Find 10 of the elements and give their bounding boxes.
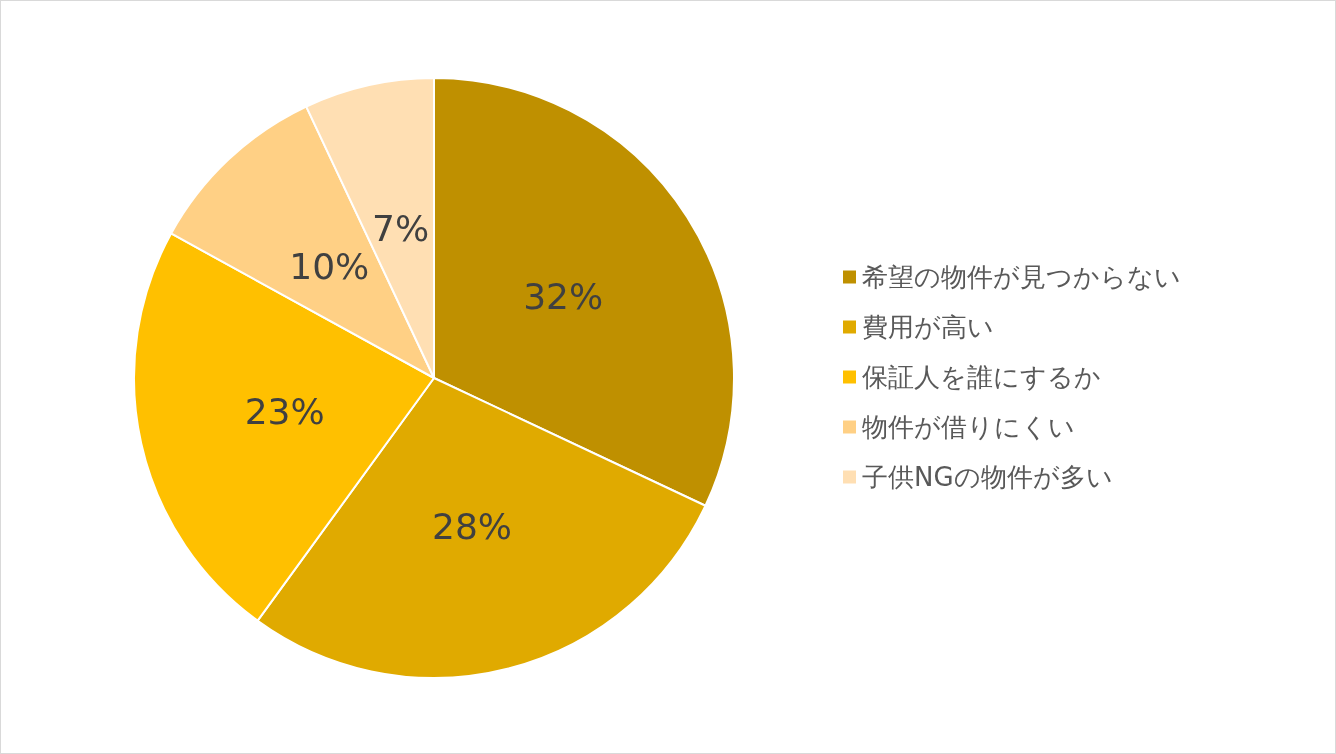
legend-label: 費用が高い: [862, 312, 994, 342]
legend-label: 希望の物件が見つからない: [862, 262, 1181, 292]
legend-label: 子供NGの物件が多い: [862, 462, 1113, 492]
legend-label: 保証人を誰にするか: [862, 362, 1101, 392]
legend-label: 物件が借りにくい: [862, 412, 1075, 442]
data-label: 10%: [289, 245, 370, 287]
data-label: 7%: [372, 208, 430, 250]
data-label: 23%: [244, 390, 325, 432]
data-label: 32%: [523, 275, 604, 317]
data-label: 28%: [432, 505, 513, 547]
